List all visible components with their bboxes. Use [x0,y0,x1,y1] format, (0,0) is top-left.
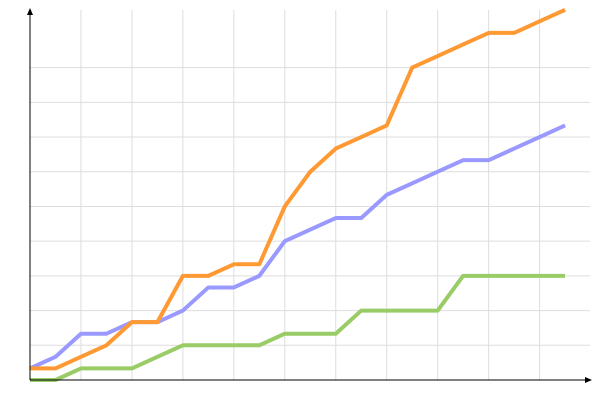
series-group [29,7,566,382]
x-axis-arrow [585,377,592,383]
series-line-0 [30,7,566,371]
y-axis-arrow [27,8,33,15]
series-line-1 [29,123,566,371]
series-line-2 [30,273,566,382]
grid [30,10,590,380]
